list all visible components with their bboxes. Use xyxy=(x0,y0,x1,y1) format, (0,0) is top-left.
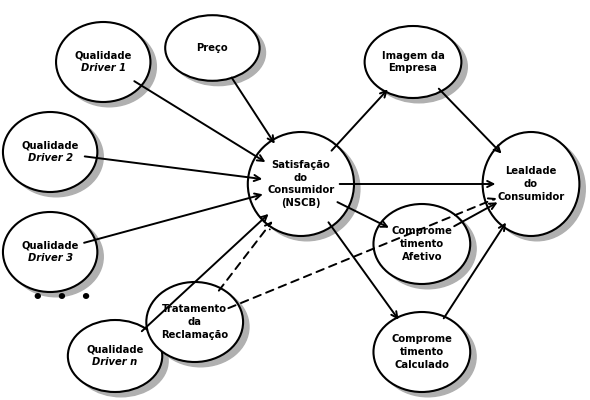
Text: Qualidade: Qualidade xyxy=(74,51,132,61)
Text: Consumidor: Consumidor xyxy=(267,185,335,195)
Text: Consumidor: Consumidor xyxy=(497,192,565,202)
Text: (NSCB): (NSCB) xyxy=(281,198,320,208)
Ellipse shape xyxy=(379,209,476,289)
Ellipse shape xyxy=(373,312,470,392)
Text: Comprome: Comprome xyxy=(391,334,453,344)
Ellipse shape xyxy=(489,137,585,241)
Ellipse shape xyxy=(373,204,470,284)
Text: do: do xyxy=(294,173,308,183)
Text: Imagem da: Imagem da xyxy=(382,51,444,61)
Ellipse shape xyxy=(9,117,103,197)
Ellipse shape xyxy=(9,217,103,297)
Ellipse shape xyxy=(74,325,168,397)
Ellipse shape xyxy=(171,20,266,86)
Text: Driver 1: Driver 1 xyxy=(81,63,126,73)
Text: Afetivo: Afetivo xyxy=(402,252,442,262)
Ellipse shape xyxy=(483,132,579,236)
Ellipse shape xyxy=(3,112,97,192)
Text: Satisfação: Satisfação xyxy=(271,160,330,170)
Text: Preço: Preço xyxy=(196,43,228,53)
Text: Lealdade: Lealdade xyxy=(505,166,557,176)
Text: timento: timento xyxy=(400,239,444,249)
Text: Driver 2: Driver 2 xyxy=(28,153,73,163)
Text: Driver 3: Driver 3 xyxy=(28,253,73,263)
Ellipse shape xyxy=(371,31,467,103)
Text: timento: timento xyxy=(400,347,444,357)
Text: Empresa: Empresa xyxy=(389,63,437,73)
Text: Tratamento: Tratamento xyxy=(162,304,227,314)
Ellipse shape xyxy=(365,26,461,98)
Text: Comprome: Comprome xyxy=(391,226,453,236)
Text: Qualidade: Qualidade xyxy=(21,241,79,251)
Text: da: da xyxy=(188,317,202,327)
Ellipse shape xyxy=(248,132,354,236)
Text: Calculado: Calculado xyxy=(394,360,450,370)
Ellipse shape xyxy=(68,320,162,392)
Ellipse shape xyxy=(62,27,156,107)
Text: do: do xyxy=(524,179,538,189)
Text: Qualidade: Qualidade xyxy=(21,141,79,151)
Ellipse shape xyxy=(56,22,150,102)
Ellipse shape xyxy=(165,15,260,81)
Ellipse shape xyxy=(152,287,249,367)
Text: Qualidade: Qualidade xyxy=(86,345,144,355)
Text: Driver n: Driver n xyxy=(93,357,137,367)
Ellipse shape xyxy=(146,282,243,362)
Text: •  •  •: • • • xyxy=(32,289,92,307)
Text: Reclamação: Reclamação xyxy=(161,330,228,340)
Ellipse shape xyxy=(254,137,360,241)
Ellipse shape xyxy=(3,212,97,292)
Ellipse shape xyxy=(379,317,476,397)
